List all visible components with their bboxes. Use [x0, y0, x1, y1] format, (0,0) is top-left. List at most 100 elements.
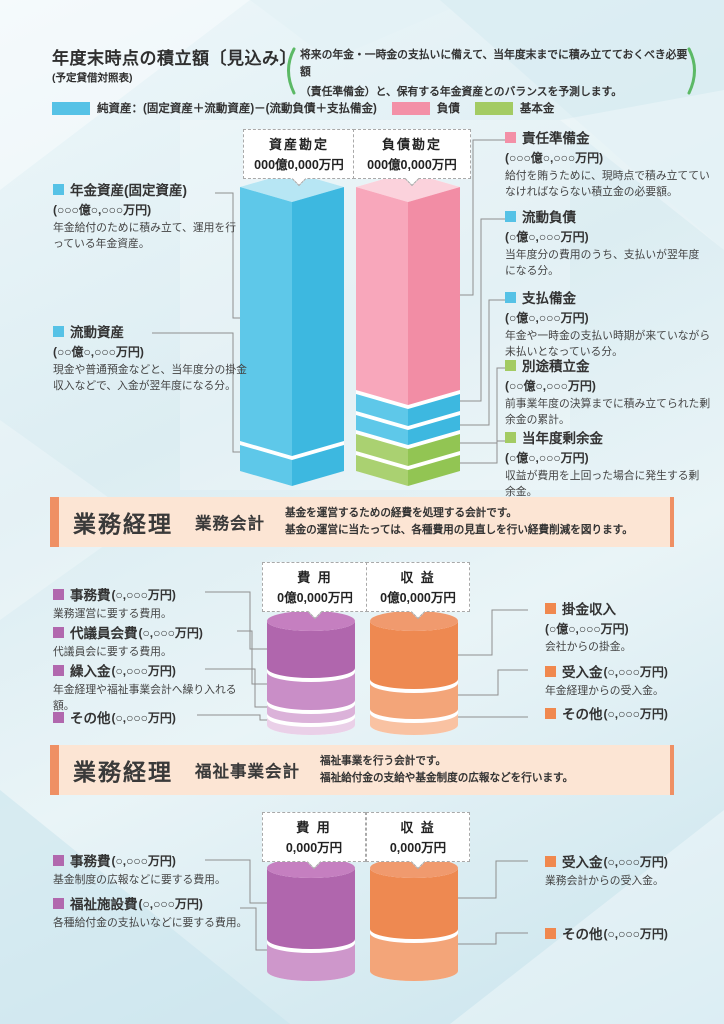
purple-square-icon [53, 897, 64, 909]
label-name: その他 [562, 707, 603, 722]
label-other-expenses-gyomu: その他 (○,○○○万円) [53, 707, 238, 727]
fukushi-shisetsu-segment [267, 943, 355, 981]
label-admin-expenses-fukushi: 事務費 (○,○○○万円) 基金制度の広報などに要する費用。 [53, 850, 265, 889]
expense-callout-title: 費 用 [296, 820, 332, 835]
band-accent-right [670, 497, 674, 547]
section-desc-line1: 福祉事業を行う会計です。 [320, 755, 447, 768]
label-desc: 代議員会に要する費用。 [53, 646, 172, 658]
orange-square-icon [545, 927, 556, 939]
label-amount: (○,○○○万円) [603, 706, 668, 721]
label-amount: (○,○○○万円) [138, 896, 203, 911]
label-name: 責任準備金 [522, 131, 590, 146]
current-surplus-segment [356, 455, 408, 486]
assets-current-segment [240, 445, 292, 486]
section-desc-line2: 基金の運営に当たっては、各種費用の見直しを行い経費削減を図ります。 [285, 524, 633, 536]
label-other-income-gyomu: その他 (○,○○○万円) [545, 703, 717, 723]
expense-callout-fukushi: 費 用 0,000万円 [262, 812, 366, 870]
asset-callout-title: 資産勘定 [268, 137, 329, 152]
purple-square-icon [53, 854, 64, 866]
section-header-fukushi: 業務経理 福祉事業会計 福祉事業を行う会計です。 福祉給付金の支給や基金制度の広… [50, 745, 674, 795]
income-callout-title: 収 益 [400, 820, 436, 835]
label-amount: (○,○○○万円) [603, 926, 668, 941]
gyomu-kakekin-segment [370, 621, 458, 689]
label-desc: 基金制度の広報などに要する費用。 [53, 874, 226, 886]
label-amount: (○,○○○万円) [111, 853, 176, 868]
label-separate-reserve: 別途積立金 (○○億○,○○○万円) 前事業年度の決算までに積み立てられた剰余金… [505, 355, 713, 428]
blue-square-icon [53, 183, 64, 195]
label-desc: 収益が費用を上回った場合に発生する剰余金。 [505, 470, 700, 498]
asset-callout-value: 000億0,000万円 [254, 158, 344, 172]
gyomu-ukeirekin-segment [370, 683, 458, 719]
section-title: 業務経理 [73, 511, 173, 537]
label-desc: 現金や普通預金などと、当年度分の掛金収入などで、入金が翌年度になる分。 [53, 364, 247, 392]
label-amount: (○,○○○万円) [111, 710, 176, 725]
section-desc-line2: 福祉給付金の支給や基金制度の広報などを行います。 [320, 772, 574, 784]
label-name: 当年度剰余金 [522, 431, 603, 446]
label-desc: 年金給付のために積み立て、運用を行っている年金資産。 [53, 222, 237, 250]
income-callout-value: 0億0,000万円 [380, 591, 456, 605]
label-amount: (○億○,○○○万円) [545, 622, 629, 636]
income-callout-title: 収 益 [400, 570, 436, 585]
income-callout-value: 0,000万円 [389, 841, 447, 855]
income-cylinder-gyomu [370, 611, 458, 735]
label-name: 年金資産(固定資産) [70, 183, 187, 198]
label-amount: (○億○,○○○万円) [505, 311, 589, 325]
income-callout-gyomu: 収 益 0億0,000万円 [366, 562, 470, 620]
purple-square-icon [53, 711, 64, 723]
section-title: 業務経理 [73, 759, 173, 785]
label-amount: (○億○,○○○万円) [505, 230, 589, 244]
page-subtitle: (予定貸借対照表) [52, 72, 133, 84]
asset-callout: 資産勘定 000億0,000万円 [243, 129, 355, 187]
label-amount: (○,○○○万円) [111, 663, 176, 678]
outstanding-claims-segment [356, 415, 408, 445]
blue-square-icon [53, 325, 64, 337]
net-assets-swatch [52, 101, 90, 115]
label-name: その他 [562, 927, 603, 942]
orange-square-icon [545, 602, 556, 614]
liability-callout-title: 負債勘定 [381, 137, 442, 152]
income-callout-fukushi: 収 益 0,000万円 [366, 812, 470, 870]
expense-callout-title: 費 用 [297, 570, 333, 585]
label-amount: (○,○○○万円) [138, 625, 203, 640]
label-name: 事務費 [70, 854, 111, 869]
label-name: 福祉施設費 [70, 897, 138, 912]
label-amount: (○,○○○万円) [603, 664, 668, 679]
basic-fund-swatch [474, 101, 513, 115]
label-transfer-out: 繰入金 (○,○○○万円) 年金経理や福祉事業会計へ繰り入れる額。 [53, 660, 258, 714]
label-welfare-facility-expenses: 福祉施設費 (○,○○○万円) 各種給付金の支払いなどに要する費用。 [53, 893, 258, 932]
label-outstanding-claims-reserve: 支払備金 (○億○,○○○万円) 年金や一時金の支払い時期が来ていながら未払いと… [505, 287, 713, 360]
purple-square-icon [53, 588, 64, 600]
purple-square-icon [53, 664, 64, 676]
section-subtitle: 福祉事業会計 [195, 763, 300, 781]
label-name: 受入金 [562, 855, 603, 870]
label-current-liabilities: 流動負債 (○億○,○○○万円) 当年度分の費用のうち、支払いが翌年度になる分。 [505, 206, 710, 279]
legend: 純資産：(固定資産＋流動資産)－(流動負債＋支払備金) 負債 基本金 [52, 100, 569, 116]
band-accent-right [670, 745, 674, 795]
label-name: 受入金 [562, 665, 603, 680]
label-amount: (○○億○,○○○万円) [505, 379, 596, 393]
label-name: 代議員会費 [70, 626, 138, 641]
expense-cylinder-fukushi [267, 858, 355, 981]
basic-fund-legend-label: 基本金 [519, 103, 555, 115]
label-desc: 前事業年度の決算までに積み立てられた剰余金の累計。 [505, 398, 711, 426]
label-amount: (○億○,○○○万円) [505, 451, 589, 465]
liability-reserve-segment [356, 187, 408, 405]
section-subtitle: 業務会計 [195, 515, 265, 533]
fukushi-jimuhi-segment [267, 868, 355, 949]
label-desc: 各種給付金の支払いなどに要する費用。 [53, 917, 248, 929]
expense-cylinder-gyomu [267, 611, 355, 735]
label-amount: (○○○億○,○○○万円) [53, 203, 152, 217]
orange-square-icon [545, 665, 556, 677]
intro-parentheses [287, 47, 696, 95]
label-amount: (○,○○○万円) [111, 587, 176, 602]
liability-callout: 負債勘定 000億0,000万円 [353, 129, 471, 187]
label-name: 別途積立金 [522, 359, 590, 374]
label-desc: 年金経理や福祉事業会計へ繰り入れる額。 [53, 684, 237, 712]
pink-square-icon [505, 131, 516, 143]
label-name: その他 [70, 711, 111, 726]
label-admin-expenses-gyomu: 事務費 (○,○○○万円) 業務運営に要する費用。 [53, 584, 258, 623]
label-current-assets: 流動資産 (○○億○,○○○万円) 現金や普通預金などと、当年度分の掛金収入など… [53, 321, 249, 394]
band-accent-left [50, 745, 59, 795]
label-transfer-income-fukushi: 受入金 (○,○○○万円) 業務会計からの受入金。 [545, 851, 717, 890]
